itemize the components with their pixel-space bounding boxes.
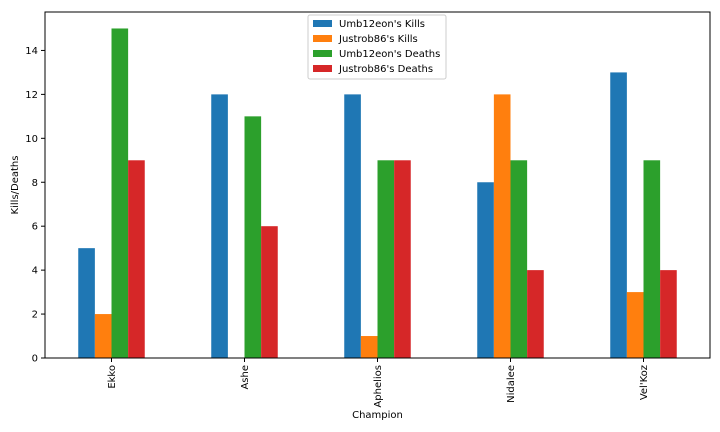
legend-swatch	[313, 50, 332, 57]
bar	[527, 270, 544, 358]
x-axis: Ekko Ashe Aphelios Nidalee Vel'Koz	[107, 358, 650, 408]
bar	[643, 160, 661, 358]
bar	[377, 160, 395, 358]
bar	[128, 160, 145, 358]
legend-entry: Umb12eon's Kills	[339, 19, 425, 30]
y-tick-label: 6	[32, 222, 38, 233]
x-tick-label: Ashe	[240, 365, 251, 390]
legend-swatch	[313, 65, 332, 72]
x-axis-label: Champion	[352, 410, 403, 421]
bar	[78, 248, 95, 358]
legend-swatch	[313, 35, 332, 42]
y-tick-label: 14	[25, 46, 38, 57]
bar	[111, 28, 129, 358]
x-tick-label: Ekko	[107, 365, 118, 389]
legend-entry: Umb12eon's Deaths	[339, 49, 440, 60]
legend-box	[307, 14, 447, 80]
legend-entry: Justrob86's Deaths	[338, 64, 433, 75]
x-tick-label: Aphelios	[373, 365, 384, 408]
y-tick-label: 4	[32, 266, 38, 277]
legend-entry: Justrob86's Kills	[338, 34, 418, 45]
bar	[394, 160, 411, 358]
y-axis-label: Kills/Deaths	[10, 156, 21, 215]
bar	[211, 94, 228, 358]
bar	[493, 94, 511, 358]
bar	[660, 270, 677, 358]
bars	[78, 28, 677, 359]
plot-frame	[44, 11, 711, 359]
bar	[261, 226, 278, 358]
bar	[610, 72, 627, 359]
y-tick-label: 10	[25, 134, 38, 145]
bar	[477, 182, 494, 358]
y-tick-label: 2	[32, 310, 38, 321]
y-axis: 0 2 4 6 8 10 12 14	[25, 46, 45, 365]
legend: Umb12eon's Kills Justrob86's Kills Umb12eo…	[307, 14, 447, 80]
bar	[244, 116, 262, 358]
y-tick-label: 8	[32, 178, 38, 189]
bar	[360, 336, 378, 358]
y-tick-label: 12	[25, 90, 38, 101]
bar	[626, 292, 644, 358]
bar	[344, 94, 361, 358]
y-tick-label: 0	[32, 354, 38, 365]
x-tick-label: Nidalee	[506, 365, 517, 403]
x-tick-label: Vel'Koz	[639, 365, 650, 400]
bar	[510, 160, 528, 358]
bar	[94, 314, 112, 358]
legend-swatch	[313, 20, 332, 27]
